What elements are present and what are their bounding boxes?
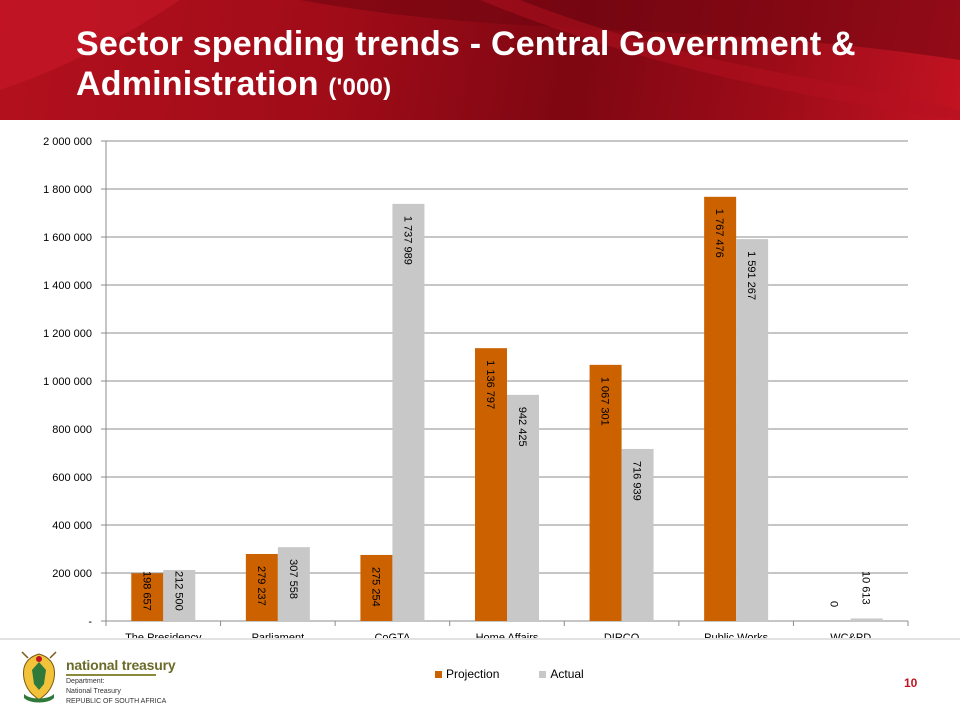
data-label-actual: 1 737 989 bbox=[401, 216, 413, 265]
data-label-actual: 1 591 267 bbox=[745, 251, 757, 300]
y-tick-label: 2 000 000 bbox=[43, 136, 92, 148]
slide-header: Sector spending trends - Central Governm… bbox=[0, 0, 960, 120]
y-tick-label: 1 400 000 bbox=[43, 280, 92, 292]
chart-axes: - 200 000 400 000 600 000 800 000 1 000 000 1 … bbox=[43, 136, 909, 640]
brand-sub-line-1: Department: bbox=[66, 678, 105, 685]
bar-projection bbox=[475, 348, 507, 621]
slide-title-unit: ('000) bbox=[328, 74, 392, 101]
data-label-projection: 1 067 301 bbox=[599, 377, 611, 426]
x-category-label: Public Works bbox=[704, 632, 768, 640]
bar-chart: - 200 000 400 000 600 000 800 000 1 000 000 1 … bbox=[43, 136, 909, 640]
chart-data-labels: 198 657 212 500 279 237 307 558 275 254 1 737… bbox=[140, 209, 871, 611]
bar-actual bbox=[507, 394, 539, 621]
bar-projection bbox=[245, 553, 278, 621]
brand-underline bbox=[66, 674, 156, 676]
slide-title: Sector spending trends - Central Governm… bbox=[76, 24, 960, 108]
y-tick-label: 1 800 000 bbox=[43, 184, 92, 196]
slide-title-main: Sector spending trends - Central Governm… bbox=[76, 25, 856, 103]
x-category-label: Home Affairs bbox=[476, 632, 539, 640]
bar-projection bbox=[131, 573, 164, 621]
data-label-projection: 198 657 bbox=[140, 571, 152, 611]
legend-swatch-projection bbox=[435, 670, 442, 678]
bar-actual bbox=[621, 448, 654, 621]
chart-legend: Projection Actual bbox=[435, 667, 624, 681]
data-label-projection: 279 237 bbox=[255, 566, 267, 606]
legend-item-projection: Projection bbox=[435, 667, 499, 681]
bar-projection bbox=[589, 364, 622, 621]
data-label-actual: 942 425 bbox=[516, 407, 528, 447]
y-tick-label: 1 000 000 bbox=[43, 376, 92, 388]
x-category-label: The Presidency bbox=[125, 632, 202, 640]
y-tick-label: 400 000 bbox=[52, 520, 92, 532]
footer-divider bbox=[0, 638, 960, 640]
coat-of-arms-logo bbox=[21, 651, 57, 703]
data-label-projection: 275 254 bbox=[369, 567, 381, 607]
bar-actual bbox=[392, 203, 425, 621]
page-number: 10 bbox=[904, 676, 918, 690]
data-label-actual: 10 613 bbox=[860, 571, 872, 605]
y-tick-label: 800 000 bbox=[52, 424, 92, 436]
data-label-actual: 716 939 bbox=[631, 461, 643, 501]
brand-sub-line-3: REPUBLIC OF SOUTH AFRICA bbox=[66, 698, 167, 705]
x-category-label: CoGTA bbox=[374, 632, 411, 640]
y-tick-label: 200 000 bbox=[52, 568, 92, 580]
legend-label-projection: Projection bbox=[446, 667, 500, 681]
branding-block: national treasury Department: National T… bbox=[66, 657, 176, 706]
brand-sub-line-2: National Treasury bbox=[66, 688, 121, 695]
x-category-label: WC&PD bbox=[830, 632, 871, 640]
header-swoosh-graphic bbox=[0, 0, 960, 120]
x-category-label: DIRCO bbox=[604, 632, 640, 640]
bar-actual bbox=[736, 239, 769, 621]
x-category-label: Parliament bbox=[252, 632, 305, 640]
data-label-projection: 1 136 797 bbox=[484, 360, 496, 409]
data-label-projection: 0 bbox=[828, 601, 840, 607]
y-tick-label: 1 200 000 bbox=[43, 328, 92, 340]
data-label-actual: 307 558 bbox=[287, 559, 299, 599]
bar-actual bbox=[277, 547, 310, 621]
data-label-projection: 1 767 476 bbox=[713, 209, 725, 258]
y-tick-label: 1 600 000 bbox=[43, 232, 92, 244]
legend-item-actual: Actual bbox=[539, 667, 584, 681]
data-label-actual: 212 500 bbox=[172, 571, 184, 611]
y-tick-label: 600 000 bbox=[52, 472, 92, 484]
chart-bars bbox=[131, 196, 883, 621]
legend-label-actual: Actual bbox=[550, 667, 584, 681]
legend-swatch-actual bbox=[539, 670, 547, 678]
bar-projection bbox=[704, 196, 737, 621]
bar-actual bbox=[163, 570, 196, 621]
bar-projection bbox=[360, 554, 393, 621]
brand-name: national treasury bbox=[66, 657, 176, 673]
y-tick-label: - bbox=[88, 616, 92, 628]
bar-actual bbox=[850, 618, 883, 621]
